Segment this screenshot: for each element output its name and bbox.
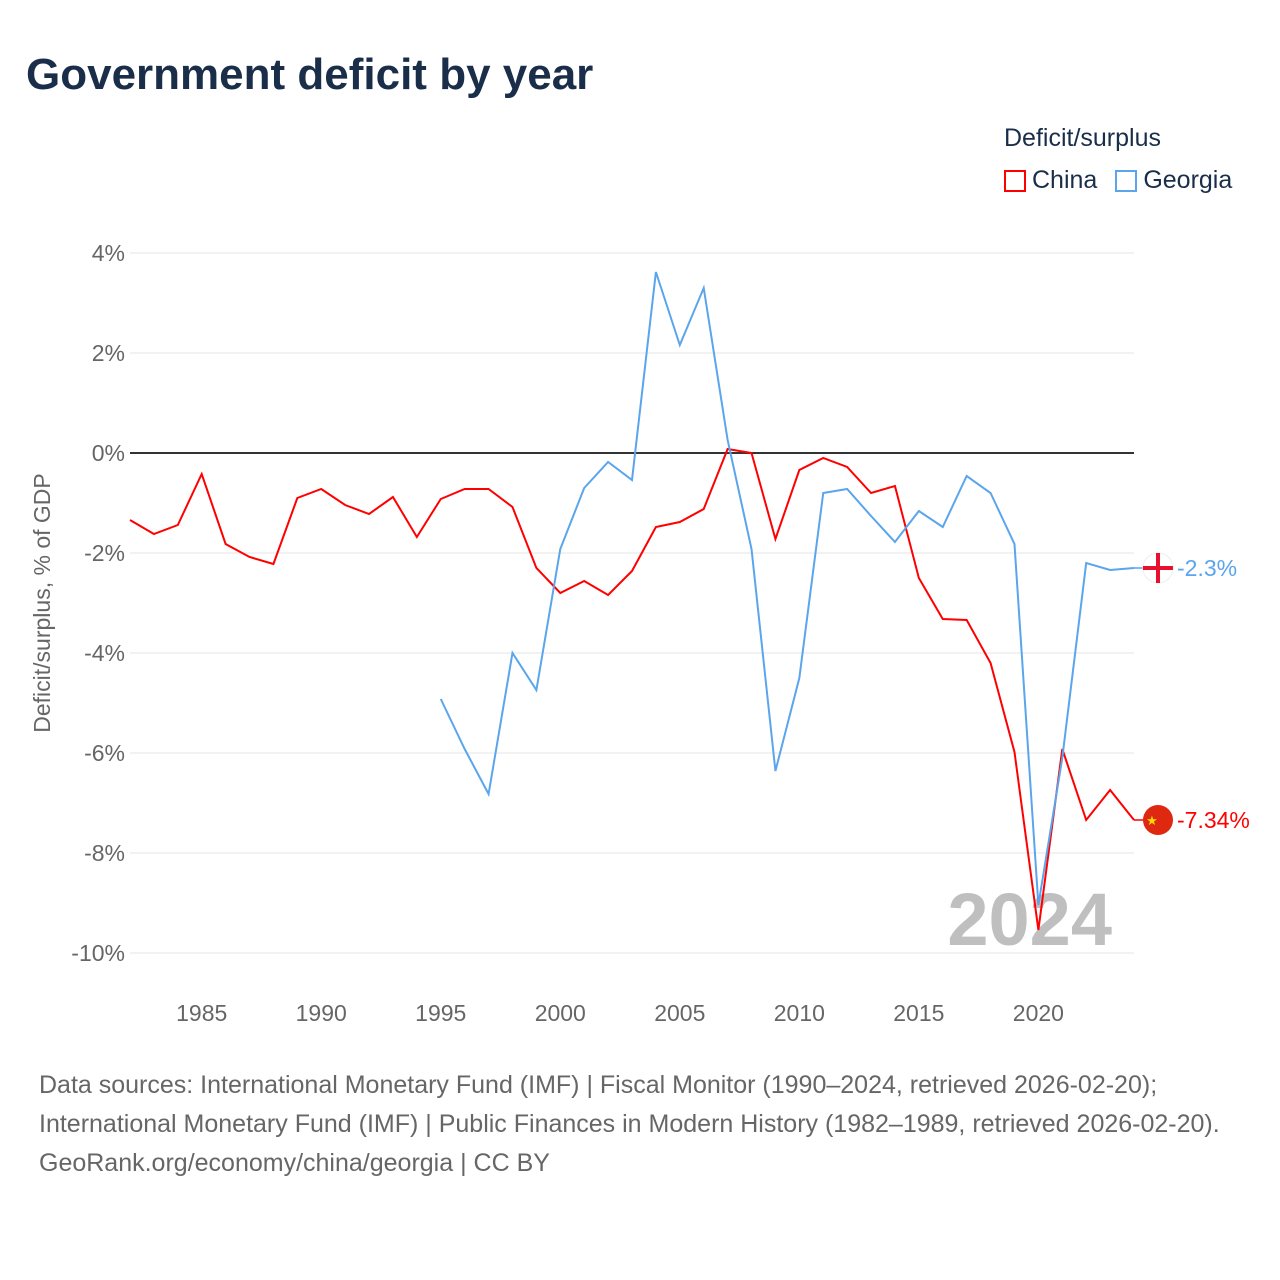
china-flag-icon xyxy=(1143,805,1173,835)
legend-item-georgia[interactable]: Georgia xyxy=(1115,166,1232,195)
x-tick-label: 1990 xyxy=(296,1000,347,1026)
legend-label-georgia: Georgia xyxy=(1143,166,1233,194)
series-line-china xyxy=(129,447,1135,931)
series-line-georgia xyxy=(439,271,1135,906)
year-watermark: 2024 xyxy=(947,878,1112,961)
y-tick-label: -10% xyxy=(71,940,125,966)
x-tick-label: 2010 xyxy=(774,1000,825,1026)
y-tick-label: 4% xyxy=(92,240,125,266)
legend-label-china: China xyxy=(1032,166,1098,194)
y-axis-label: Deficit/surplus, % of GDP xyxy=(29,473,55,732)
end-value-label-china: -7.34% xyxy=(1177,807,1250,833)
legend-title: Deficit/surplus xyxy=(1004,124,1161,152)
chart-title: Government deficit by year xyxy=(26,50,594,99)
end-value-label-georgia: -2.3% xyxy=(1177,555,1237,581)
legend-swatch-georgia xyxy=(1115,169,1138,192)
x-tick-label: 2020 xyxy=(1013,1000,1064,1026)
credit-link[interactable]: GeoRank.org/economy/china/georgia | CC B… xyxy=(39,1149,550,1177)
georgia-flag-cross-v xyxy=(1156,553,1160,583)
legend-swatch-china xyxy=(1004,169,1026,192)
x-tick-label: 2005 xyxy=(654,1000,705,1026)
china-flag-star-icon: ★ xyxy=(1146,813,1158,828)
y-tick-label: -2% xyxy=(84,540,125,566)
x-tick-label: 2000 xyxy=(535,1000,586,1026)
line-chart: 4% 2% 0% -2% -4% -6% -8% -10% 1985 1990 1995 2000 20… xyxy=(29,240,1250,1026)
x-tick-label: 2015 xyxy=(893,1000,944,1026)
data-sources: Data sources: International Monetary Fun… xyxy=(39,1071,1220,1138)
legend: China Georgia xyxy=(1004,166,1232,195)
legend-item-china[interactable]: China xyxy=(1004,166,1097,195)
y-tick-label: -8% xyxy=(84,840,125,866)
y-tick-label: -6% xyxy=(84,740,125,766)
x-tick-label: 1985 xyxy=(176,1000,227,1026)
x-tick-label: 1995 xyxy=(415,1000,466,1026)
y-tick-label: 2% xyxy=(92,340,125,366)
y-tick-label: -4% xyxy=(84,640,125,666)
footer: Data sources: International Monetary Fun… xyxy=(39,1066,1239,1183)
y-tick-label: 0% xyxy=(92,440,125,466)
